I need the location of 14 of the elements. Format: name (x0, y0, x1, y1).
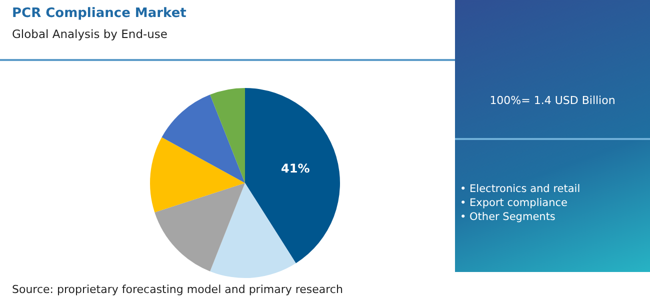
pie-slice (210, 183, 296, 278)
source-note: Source: proprietary forecasting model and primary research (12, 283, 343, 296)
pie-slice (154, 183, 245, 272)
chart-title: PCR Compliance Market (12, 6, 186, 21)
data-label: 41% (281, 161, 310, 176)
pie-slice (162, 94, 245, 183)
pie-slice (150, 137, 245, 212)
chart-subtitle: Global Analysis by End-use (12, 27, 168, 41)
text: 100%= 1.4 USD Billion (488, 94, 616, 107)
text: • Export compliance (460, 196, 568, 210)
text: • Electronics and retail (460, 182, 580, 196)
pie-slice (245, 88, 340, 264)
pie-slice (210, 88, 245, 183)
text: • Other Segments (460, 210, 556, 224)
